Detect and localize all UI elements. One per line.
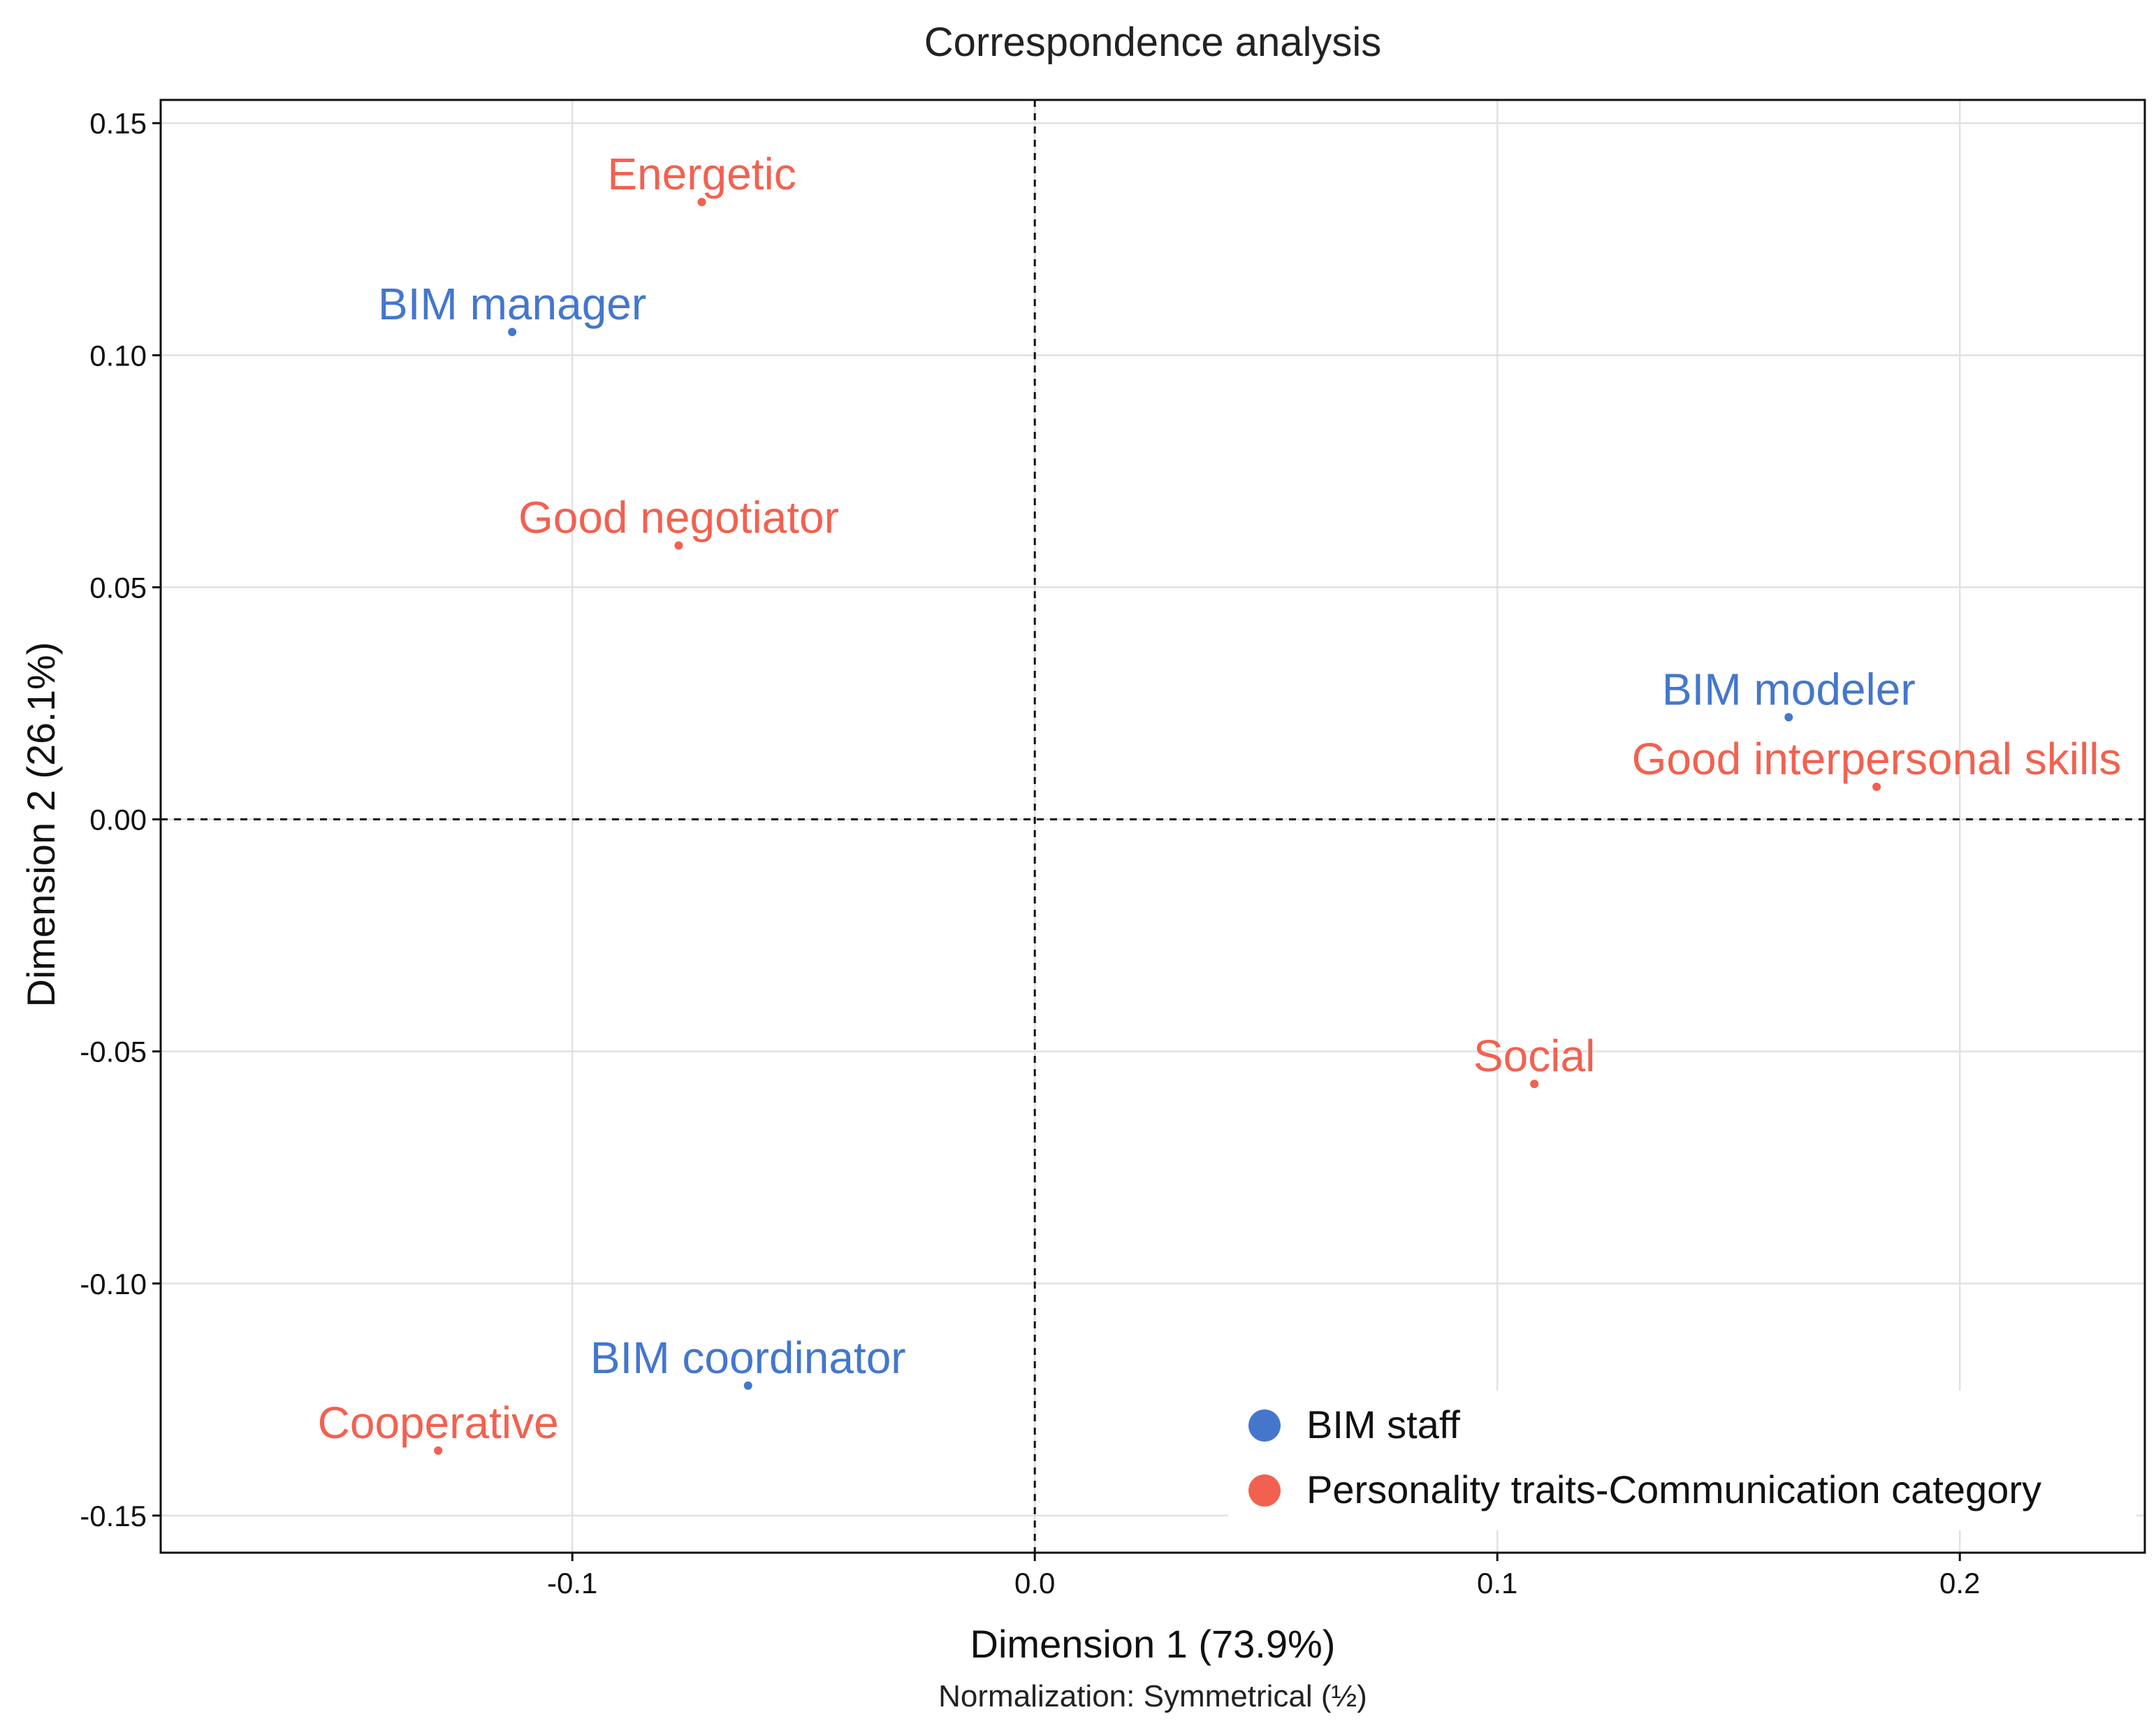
y-tick-label: 0.00 xyxy=(89,804,147,836)
plot-frame xyxy=(159,99,2146,1554)
chart-title: Correspondence analysis xyxy=(924,20,1381,65)
data-point-label: BIM modeler xyxy=(1662,664,1916,714)
data-point-label: Good interpersonal skills xyxy=(1632,734,2122,784)
legend: BIM staff Personality traits-Communicati… xyxy=(1228,1391,2136,1530)
legend-label-bim-staff: BIM staff xyxy=(1306,1402,1460,1446)
data-point xyxy=(1530,1080,1539,1089)
data-point-label: Good negotiator xyxy=(518,493,839,543)
legend-label-personality-traits: Personality traits-Communication categor… xyxy=(1306,1467,2041,1511)
y-tick-label: 0.15 xyxy=(89,107,147,140)
legend-background xyxy=(1228,1391,2136,1530)
y-tick-label: -0.15 xyxy=(80,1500,147,1532)
data-point-label: BIM coordinator xyxy=(590,1333,906,1383)
y-tick-label: -0.05 xyxy=(80,1036,147,1068)
axis-ticks: -0.1 0.0 0.1 0.2 0.15 0.10 0.05 0.00 -0.05 -0.10 -… xyxy=(80,107,1980,1600)
y-tick-label: 0.10 xyxy=(89,339,147,372)
y-tick-label: -0.10 xyxy=(80,1268,147,1300)
data-point xyxy=(508,328,517,337)
legend-marker-personality-traits xyxy=(1248,1474,1281,1507)
data-point-label: Cooperative xyxy=(318,1398,559,1448)
data-points: BIM manager BIM modeler BIM coordinator Ene… xyxy=(318,149,2122,1455)
y-axis-label: Dimension 2 (26.1%) xyxy=(19,642,63,1008)
reference-lines xyxy=(161,100,2145,1553)
x-tick-label: 0.1 xyxy=(1477,1567,1517,1600)
y-tick-label: 0.05 xyxy=(89,571,147,604)
data-point xyxy=(1872,783,1881,792)
data-point xyxy=(674,541,683,550)
x-axis-label: Dimension 1 (73.9%) xyxy=(970,1622,1336,1666)
x-tick-label: -0.1 xyxy=(547,1567,597,1600)
data-point xyxy=(697,198,706,207)
legend-marker-bim-staff xyxy=(1248,1409,1281,1442)
data-point xyxy=(1784,713,1793,722)
x-tick-label: 0.0 xyxy=(1014,1567,1055,1600)
data-point-label: Energetic xyxy=(607,149,796,199)
data-point xyxy=(434,1446,443,1455)
data-point-label: Social xyxy=(1473,1031,1595,1081)
normalization-caption: Normalization: Symmetrical (½) xyxy=(938,1679,1367,1713)
data-point-label: BIM manager xyxy=(378,279,646,329)
x-tick-label: 0.2 xyxy=(1939,1567,1980,1600)
data-point xyxy=(743,1381,752,1390)
